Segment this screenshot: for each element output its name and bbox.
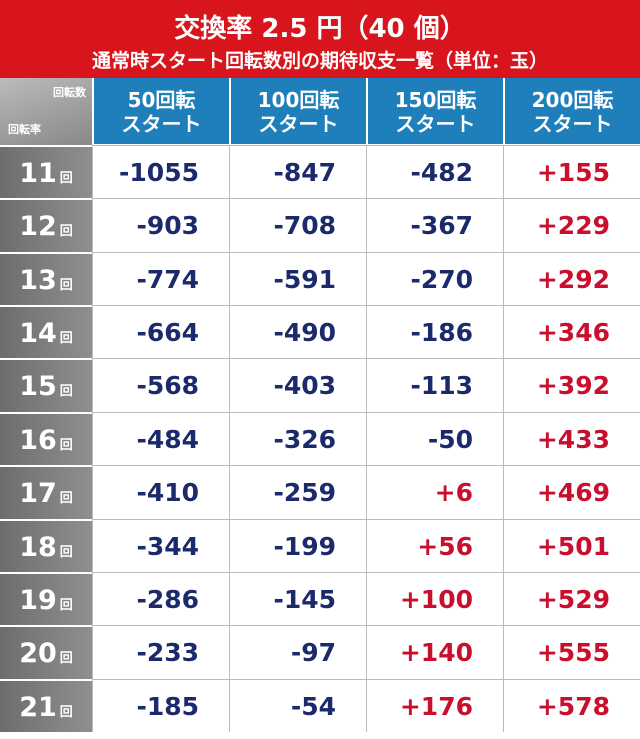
column-header-line: スタート bbox=[121, 112, 202, 136]
cell: -490 bbox=[229, 305, 366, 359]
cell: +176 bbox=[366, 678, 503, 732]
column-header: 100回転 スタート bbox=[229, 78, 366, 144]
row-unit: 回 bbox=[59, 171, 73, 186]
row-number: 21 bbox=[19, 691, 57, 723]
row-number: 14 bbox=[19, 318, 57, 350]
cell: +100 bbox=[366, 571, 503, 626]
row-number: 12 bbox=[19, 211, 57, 243]
row-label: 12 回 bbox=[0, 198, 92, 252]
row-unit: 回 bbox=[59, 491, 73, 507]
cell: -326 bbox=[229, 411, 366, 466]
cell: -54 bbox=[229, 678, 366, 732]
column-header: 200回転 スタート bbox=[503, 78, 640, 144]
cell: +433 bbox=[503, 411, 640, 466]
row-number: 18 bbox=[19, 531, 57, 563]
column-header-line: スタート bbox=[258, 112, 339, 136]
column-header: 150回転 スタート bbox=[366, 78, 503, 144]
column-header-line: 50回転 bbox=[127, 88, 196, 112]
cell: -903 bbox=[92, 198, 229, 252]
cell: +56 bbox=[366, 518, 503, 572]
row-unit: 回 bbox=[59, 277, 73, 293]
cell: +229 bbox=[503, 198, 640, 252]
cell: -568 bbox=[92, 358, 229, 412]
column-header-line: スタート bbox=[395, 112, 476, 136]
row-unit: 回 bbox=[59, 331, 73, 347]
row-number: 11 bbox=[19, 158, 57, 189]
row-number: 13 bbox=[19, 264, 57, 296]
row-label: 20 回 bbox=[0, 625, 92, 679]
cell: -774 bbox=[92, 251, 229, 306]
row-unit: 回 bbox=[59, 384, 73, 400]
cell: -403 bbox=[229, 358, 366, 412]
cell: +578 bbox=[503, 678, 640, 732]
column-header: 50回転 スタート bbox=[92, 78, 229, 144]
cell: -186 bbox=[366, 305, 503, 359]
cell: -664 bbox=[92, 305, 229, 359]
corner: 回転数 回転率 bbox=[0, 78, 92, 145]
cell: +501 bbox=[503, 518, 640, 572]
cell: +140 bbox=[366, 625, 503, 679]
cell: -113 bbox=[366, 358, 503, 412]
cell: -847 bbox=[229, 145, 366, 199]
corner-bottom: 回転率 bbox=[8, 123, 41, 136]
cell: -367 bbox=[366, 198, 503, 252]
cell: -708 bbox=[229, 198, 366, 252]
row-number: 17 bbox=[19, 478, 57, 510]
row-number: 16 bbox=[19, 424, 57, 456]
cell: -410 bbox=[92, 465, 229, 519]
subtitle: 通常時スタート回転数別の期待収支一覧（単位：玉） bbox=[91, 50, 548, 72]
cell: -259 bbox=[229, 465, 366, 519]
cell: +346 bbox=[503, 305, 640, 359]
cell: +469 bbox=[503, 465, 640, 519]
cell: -97 bbox=[229, 625, 366, 679]
cell: -591 bbox=[229, 251, 366, 306]
cell: +6 bbox=[366, 465, 503, 519]
row-label: 14 回 bbox=[0, 305, 92, 359]
row-label: 15 回 bbox=[0, 358, 92, 412]
cell: -270 bbox=[366, 251, 503, 306]
row-number: 15 bbox=[19, 371, 57, 403]
cell: -482 bbox=[366, 145, 503, 199]
cell: -145 bbox=[229, 571, 366, 626]
cell: -484 bbox=[92, 411, 229, 466]
column-header-line: 150回転 bbox=[394, 88, 477, 112]
row-unit: 回 bbox=[59, 651, 73, 667]
cell: +392 bbox=[503, 358, 640, 412]
title: 交換率 2.5 円（40 個） bbox=[174, 14, 466, 44]
cell: -1055 bbox=[92, 145, 229, 199]
row-unit: 回 bbox=[59, 704, 73, 720]
cell: -286 bbox=[92, 571, 229, 626]
cell: +555 bbox=[503, 625, 640, 679]
row-label: 18 回 bbox=[0, 518, 92, 572]
row-label: 16 回 bbox=[0, 411, 92, 466]
corner-top: 回転数 bbox=[53, 86, 86, 99]
cell: -199 bbox=[229, 518, 366, 572]
header: 交換率 2.5 円（40 個） 通常時スタート回転数別の期待収支一覧（単位：玉） bbox=[0, 0, 640, 78]
row-label: 21 回 bbox=[0, 678, 92, 732]
row-label: 17 回 bbox=[0, 465, 92, 519]
cell: -233 bbox=[92, 625, 229, 679]
cell: -185 bbox=[92, 678, 229, 732]
row-number: 19 bbox=[19, 584, 57, 616]
cell: +529 bbox=[503, 571, 640, 626]
row-unit: 回 bbox=[59, 224, 73, 240]
column-header-line: 100回転 bbox=[257, 88, 340, 112]
column-header-line: スタート bbox=[532, 112, 613, 136]
row-unit: 回 bbox=[59, 437, 73, 453]
column-header-line: 200回転 bbox=[531, 88, 614, 112]
cell: -344 bbox=[92, 518, 229, 572]
row-label: 13 回 bbox=[0, 251, 92, 306]
row-label: 11 回 bbox=[0, 145, 92, 199]
row-number: 20 bbox=[19, 638, 57, 670]
row-label: 19 回 bbox=[0, 571, 92, 626]
row-unit: 回 bbox=[59, 544, 73, 560]
cell: -50 bbox=[366, 411, 503, 466]
cell: +292 bbox=[503, 251, 640, 306]
cell: +155 bbox=[503, 145, 640, 199]
row-unit: 回 bbox=[59, 597, 73, 613]
